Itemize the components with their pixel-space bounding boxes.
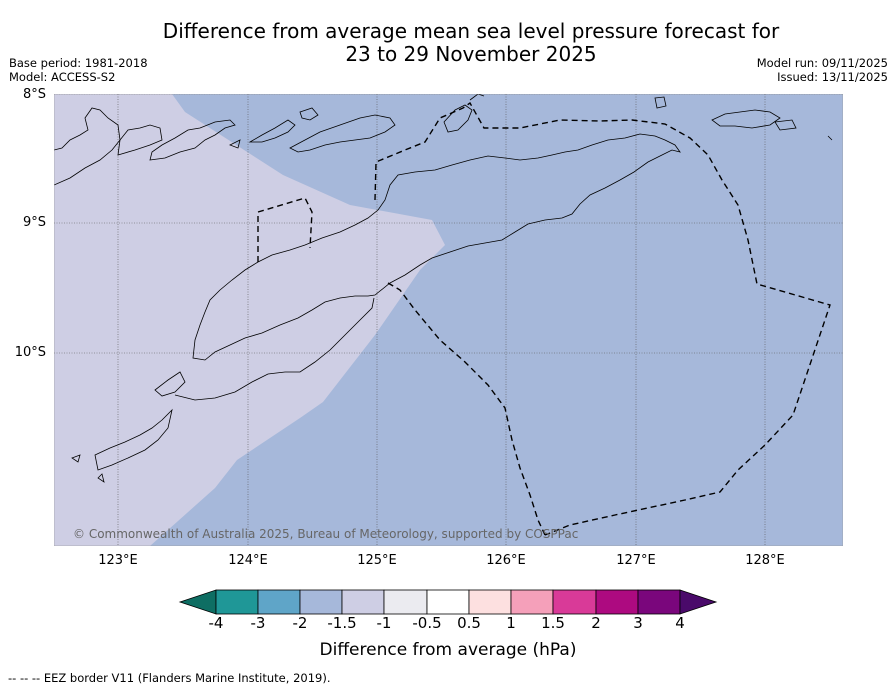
colorbar-tick: 2: [591, 614, 601, 632]
colorbar-tick: -1: [376, 614, 392, 632]
colorbar-swatch: [595, 589, 639, 615]
colorbar-tick: -4: [208, 614, 224, 632]
colorbar-title: Difference from average (hPa): [319, 640, 577, 660]
title-line-2: 23 to 29 November 2025: [345, 42, 597, 66]
colorbar-tick: -0.5: [412, 614, 442, 632]
base-period: Base period: 1981-2018: [9, 56, 148, 70]
copyright-credit: © Commonwealth of Australia 2025, Bureau…: [73, 527, 579, 541]
meta-left: Base period: 1981-2018 Model: ACCESS-S2: [9, 56, 148, 84]
lon-label-125e: 125°E: [357, 553, 397, 568]
colorbar-tick: -3: [250, 614, 266, 632]
lon-label-127e: 127°E: [616, 553, 656, 568]
colorbar-tick: -1.5: [327, 614, 357, 632]
lat-label-8s: 8°S: [22, 87, 46, 102]
coastlines: [54, 94, 833, 483]
issued-date: Issued: 13/11/2025: [777, 70, 888, 84]
lon-label-126e: 126°E: [486, 553, 526, 568]
colorbar-swatch: [426, 589, 470, 615]
colorbar-swatch: [383, 589, 428, 615]
lon-label-123e: 123°E: [98, 553, 138, 568]
colorbar-tick: 0.5: [457, 614, 481, 632]
anomaly-fill-minus1-5: [54, 94, 445, 546]
colorbar-swatch: [468, 589, 512, 615]
model-run: Model run: 09/11/2025: [756, 56, 888, 70]
colorbar-swatch: [341, 589, 385, 615]
eez-borders: [257, 101, 831, 536]
lon-label-128e: 128°E: [745, 553, 785, 568]
colorbar-tick: 1.5: [541, 614, 565, 632]
graticule: [54, 94, 843, 546]
colorbar-extend-high: [679, 589, 718, 615]
colorbar-extend-low: [178, 589, 217, 615]
colorbar-tick: 4: [675, 614, 685, 632]
colorbar-swatch: [637, 589, 681, 615]
colorbar-swatch: [215, 589, 259, 615]
colorbar-swatch: [257, 589, 301, 615]
model-name: Model: ACCESS-S2: [9, 70, 116, 84]
map-title: Difference from average mean sea level p…: [40, 20, 896, 66]
colorbar-tick: 1: [506, 614, 516, 632]
lat-label-9s: 9°S: [22, 215, 46, 230]
meta-right: Model run: 09/11/2025 Issued: 13/11/2025: [757, 56, 888, 84]
colorbar-tick: 3: [633, 614, 643, 632]
eez-footnote: -- -- -- EEZ border V11 (Flanders Marine…: [8, 671, 331, 685]
title-line-1: Difference from average mean sea level p…: [162, 19, 780, 43]
colorbar-swatch: [299, 589, 343, 615]
lat-label-10s: 10°S: [14, 345, 46, 360]
colorbar-swatch: [510, 589, 554, 615]
colorbar-tick: -2: [292, 614, 308, 632]
lon-label-124e: 124°E: [228, 553, 268, 568]
colorbar-swatch: [552, 589, 597, 615]
